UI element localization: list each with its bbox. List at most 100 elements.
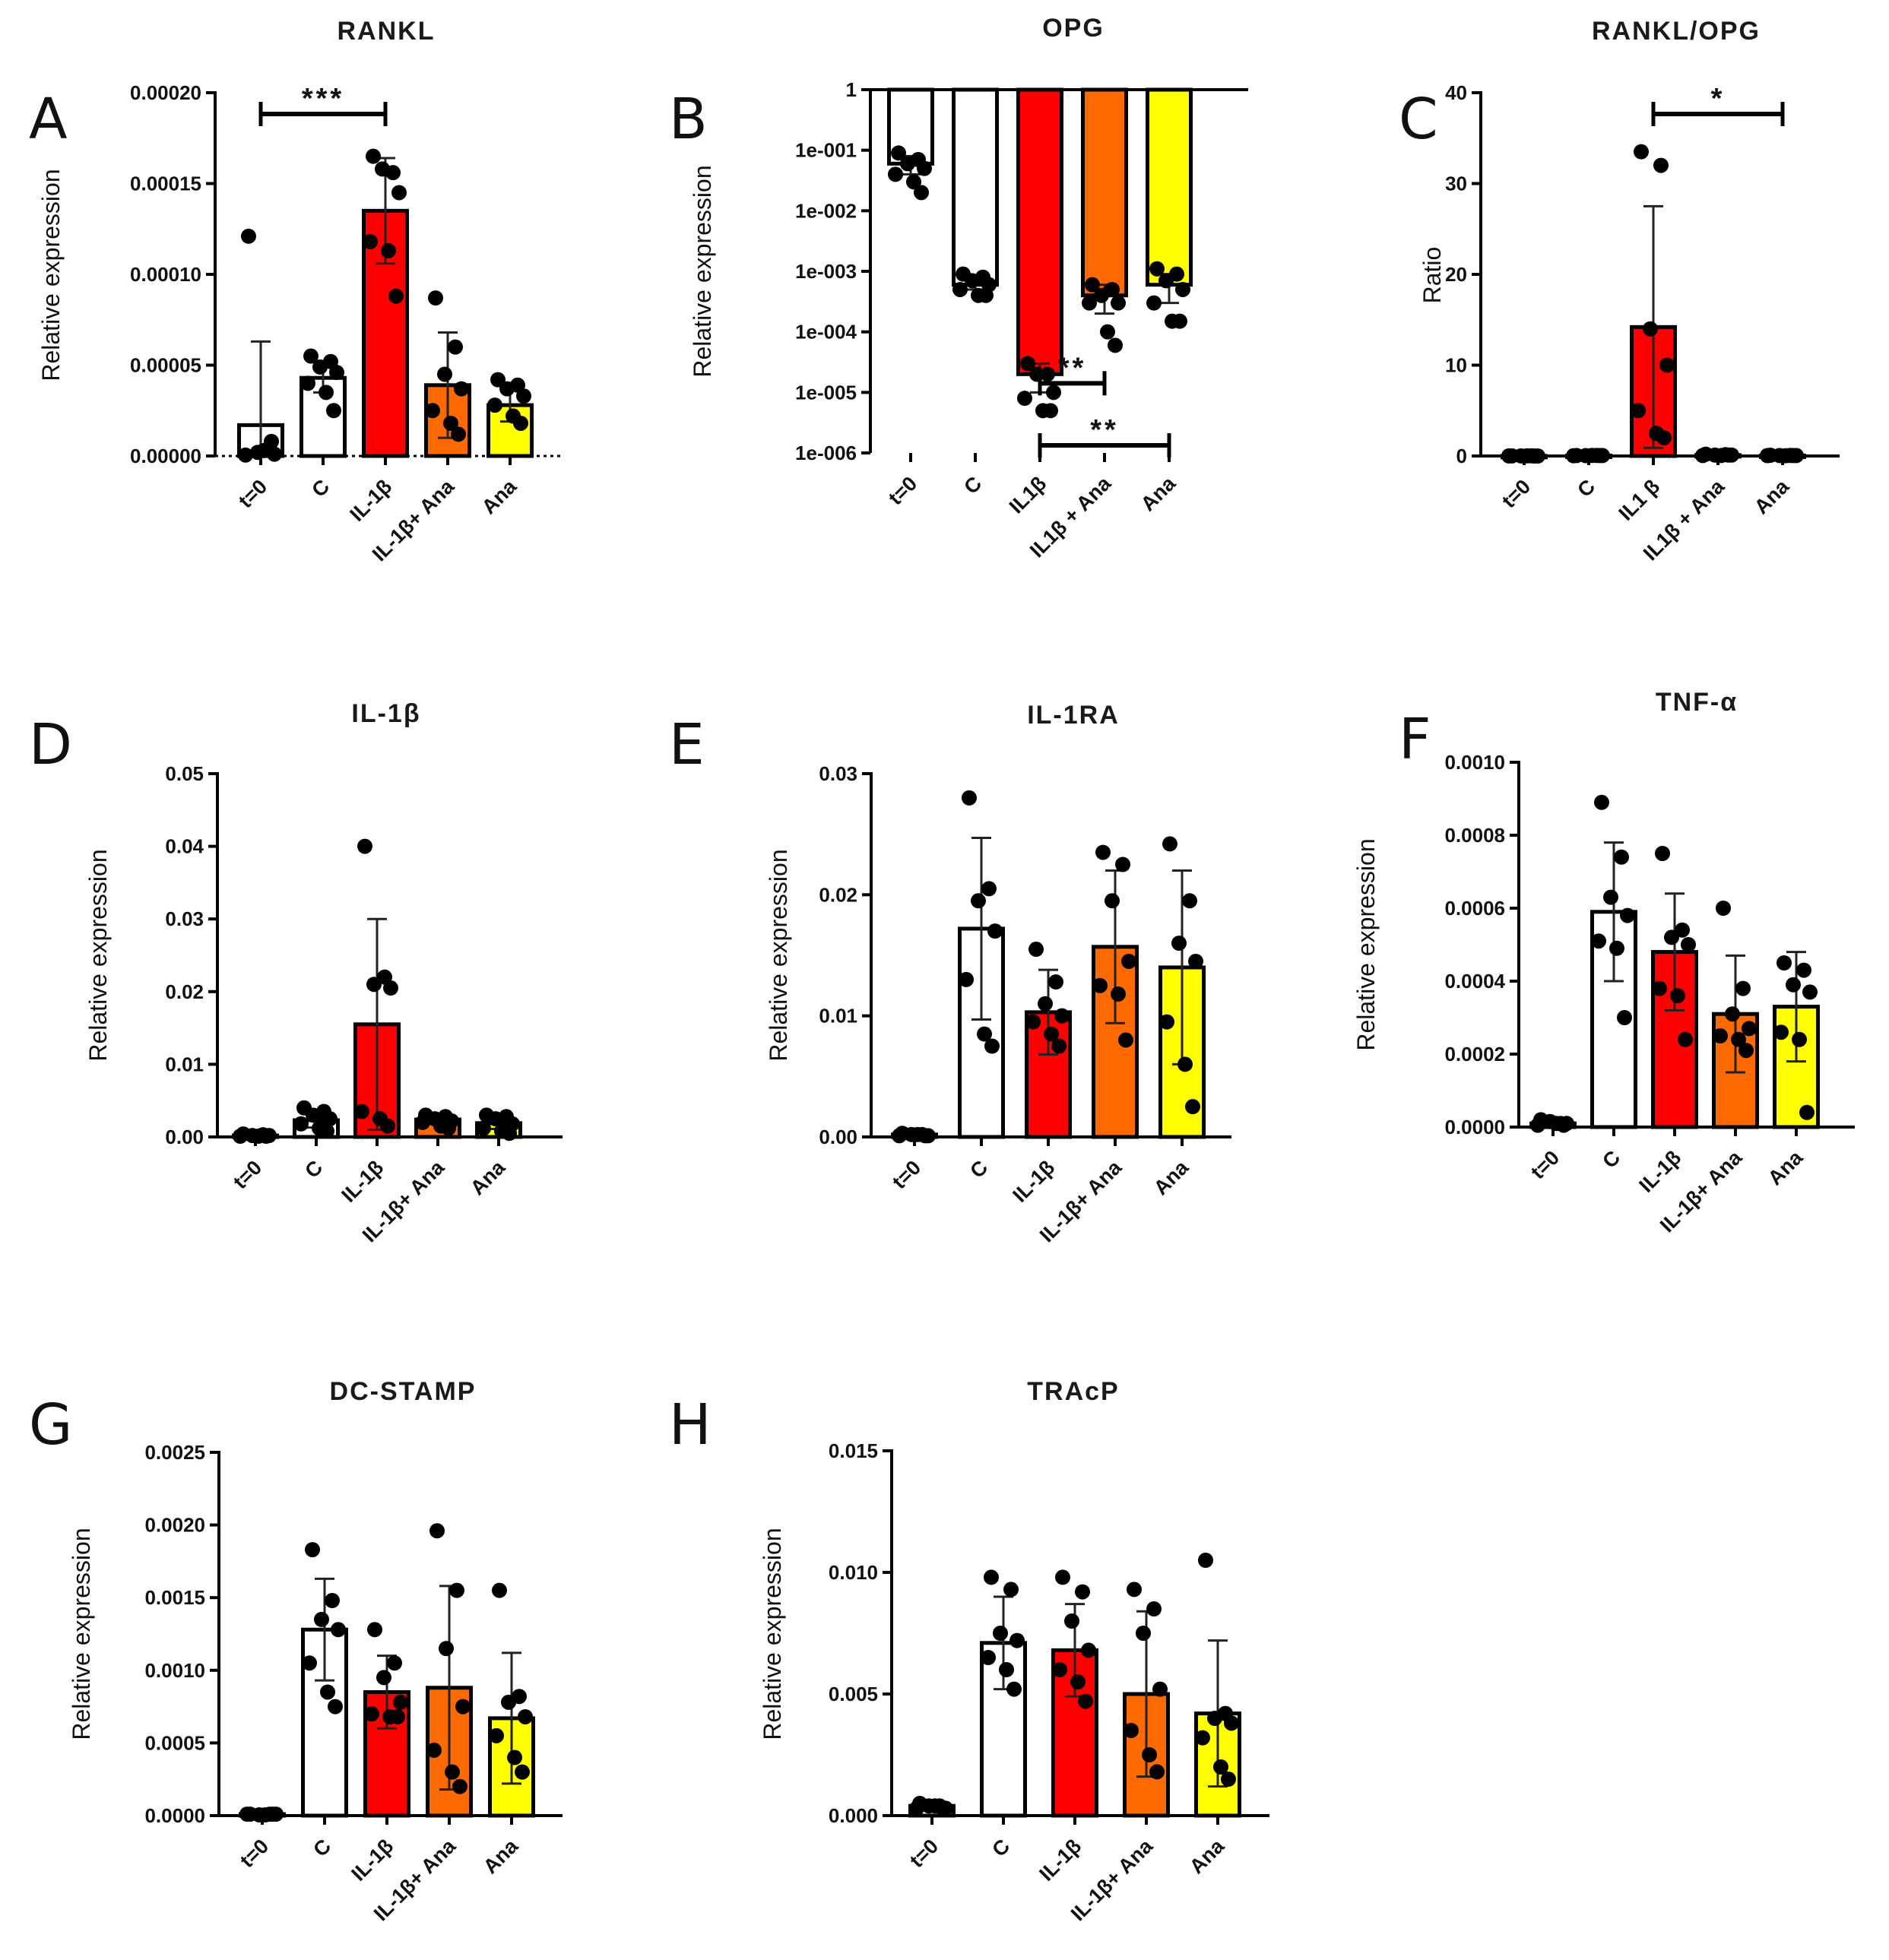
data-point xyxy=(393,1694,408,1710)
y-axis-label: Relative expression xyxy=(68,1528,95,1740)
data-point xyxy=(1614,849,1629,865)
data-point xyxy=(1735,980,1751,996)
data-point xyxy=(357,838,372,854)
y-tick-label: 0.0008 xyxy=(1444,824,1505,847)
y-tick-label: 0.0020 xyxy=(144,1514,205,1537)
panel-title: TNF-α xyxy=(1656,688,1738,717)
data-point xyxy=(891,145,906,161)
data-point xyxy=(888,166,903,182)
data-point xyxy=(1773,1024,1789,1040)
data-point xyxy=(381,242,396,258)
data-point xyxy=(390,1708,405,1724)
y-tick-label: 0.0015 xyxy=(144,1586,205,1609)
data-point xyxy=(366,977,382,993)
data-point xyxy=(1171,936,1187,952)
data-point xyxy=(1207,1711,1222,1726)
data-point xyxy=(1725,1006,1740,1022)
data-point xyxy=(1796,962,1811,978)
data-point xyxy=(518,1708,533,1724)
data-point xyxy=(1046,385,1061,401)
y-tick-label: 0.00 xyxy=(165,1126,204,1148)
data-point xyxy=(1652,980,1667,996)
data-point xyxy=(1603,889,1618,905)
data-point xyxy=(1177,1056,1193,1072)
x-tick-label: C xyxy=(965,1156,992,1183)
data-point xyxy=(387,1655,402,1671)
bar-4 xyxy=(1081,87,1128,298)
data-point xyxy=(1530,1117,1545,1133)
panel-a: A RANKL Relative expression 0.00000 0.00005 0… xyxy=(29,17,563,565)
data-point xyxy=(1634,144,1649,160)
data-point xyxy=(971,893,986,909)
y-tick-label: 10 xyxy=(1445,354,1467,377)
panel-title: RANKL xyxy=(338,17,436,46)
data-point xyxy=(1731,1031,1746,1047)
data-point xyxy=(428,290,443,306)
y-axis-label: Relative expression xyxy=(37,169,65,381)
data-point xyxy=(502,1126,517,1141)
significance-label: ** xyxy=(1058,352,1087,384)
y-tick-label: 1e-005 xyxy=(795,381,857,404)
x-tick-label: t=0 xyxy=(236,1835,273,1872)
data-point xyxy=(1054,1008,1070,1024)
y-tick-label: 0.0025 xyxy=(144,1441,205,1464)
data-point xyxy=(909,1800,924,1816)
data-point xyxy=(1029,366,1044,382)
data-point xyxy=(1028,942,1044,958)
x-tick-label: t=0 xyxy=(905,1835,943,1872)
data-point xyxy=(391,185,407,201)
panel-g: G DC-STAMP Relative expression 0.0000 0.0005… xyxy=(29,1377,563,1925)
panel-letter: C xyxy=(1399,87,1438,152)
x-tick-label: C xyxy=(987,1835,1014,1861)
data-point xyxy=(984,1569,999,1585)
data-point xyxy=(1020,356,1035,372)
data-point xyxy=(383,980,398,996)
data-point xyxy=(1681,937,1696,952)
x-tick-label: Ana xyxy=(1764,1145,1808,1189)
data-point xyxy=(981,1650,996,1665)
data-point xyxy=(965,273,980,289)
data-point xyxy=(1195,1730,1210,1746)
data-point xyxy=(1224,1715,1239,1731)
x-tick-label: Ana xyxy=(1750,474,1794,518)
data-point xyxy=(515,1764,530,1780)
panel-title: OPG xyxy=(1042,14,1105,43)
y-tick-label: 1e-006 xyxy=(795,442,857,464)
data-point xyxy=(1149,261,1165,277)
data-point xyxy=(375,161,390,177)
data-point xyxy=(425,403,440,419)
y-tick-label: 0.0002 xyxy=(1444,1043,1505,1065)
data-point xyxy=(1556,1117,1571,1133)
x-tick-label: Ana xyxy=(1185,1834,1229,1878)
data-point xyxy=(367,1622,382,1638)
significance-label: ** xyxy=(1090,414,1119,446)
data-point xyxy=(376,1670,391,1686)
panel-title: RANKL/OPG xyxy=(1592,17,1761,46)
panel-letter: D xyxy=(29,712,72,777)
data-point xyxy=(1792,1031,1807,1047)
data-point xyxy=(322,1111,338,1127)
data-point xyxy=(1158,273,1174,289)
panel-letter: B xyxy=(669,87,708,152)
data-point xyxy=(516,388,531,404)
data-point xyxy=(319,385,334,401)
data-point xyxy=(319,1123,334,1139)
data-point xyxy=(1162,836,1177,852)
data-point xyxy=(1040,366,1055,382)
data-point xyxy=(981,881,997,897)
y-tick-label: 0.00010 xyxy=(130,263,201,286)
x-tick-label: Ana xyxy=(477,474,521,518)
y-tick-label: 1e-003 xyxy=(795,260,857,283)
data-point xyxy=(1786,977,1801,993)
bar-5 xyxy=(1146,87,1193,287)
data-point xyxy=(448,339,463,355)
data-point xyxy=(1111,295,1126,311)
x-tick-label: C xyxy=(300,1156,327,1183)
y-axis-label: Relative expression xyxy=(84,849,112,1061)
data-point xyxy=(1188,953,1203,969)
data-point xyxy=(364,1706,379,1722)
data-point xyxy=(328,1699,343,1715)
y-tick-label: 0.00000 xyxy=(130,445,201,467)
y-tick-label: 0.00015 xyxy=(130,173,201,195)
